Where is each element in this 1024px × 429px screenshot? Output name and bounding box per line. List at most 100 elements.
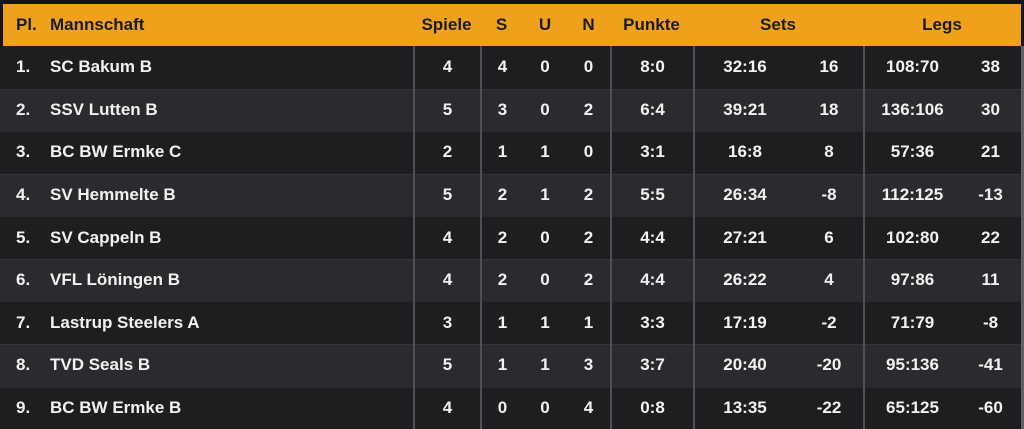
table-row[interactable]: 7. Lastrup Steelers A 3 1 1 1 3:3 17:19 … <box>0 301 1021 344</box>
table-row[interactable]: 3. BC BW Ermke C 2 1 1 0 3:1 16:8 8 57:3… <box>0 131 1021 174</box>
cell-team-name: TVD Seals B <box>50 355 151 375</box>
cell-wins: 2 <box>480 258 523 302</box>
cell-legs-diff: 30 <box>981 99 1000 119</box>
cell-position: 8. <box>16 355 31 375</box>
cell-position: 5. <box>16 227 31 247</box>
cell-team-name: SSV Lutten B <box>50 99 158 119</box>
cell-draws: 0 <box>540 270 550 290</box>
cell-sets-ratio: 16:8 <box>693 131 795 174</box>
header-wins: S <box>495 15 508 34</box>
cell-team-name: VFL Löningen B <box>50 270 181 290</box>
cell-sets-diff: -8 <box>821 184 837 204</box>
cell-team-name: BC BW Ermke B <box>50 397 182 417</box>
cell-sets-diff: -2 <box>821 312 837 332</box>
cell-position: 6. <box>16 270 31 290</box>
table-row[interactable]: 4. SV Hemmelte B 5 2 1 2 5:5 26:34 -8 11… <box>0 173 1021 217</box>
cell-draws: 0 <box>540 99 550 119</box>
cell-games: 4 <box>413 46 480 89</box>
cell-losses: 0 <box>583 57 594 77</box>
cell-games: 2 <box>413 131 480 174</box>
cell-position: 9. <box>16 397 31 417</box>
cell-losses: 2 <box>583 99 594 119</box>
table-row[interactable]: 8. TVD Seals B 5 1 1 3 3:7 20:40 -20 95:… <box>0 343 1021 387</box>
cell-draws: 0 <box>540 57 550 77</box>
cell-legs-diff: 38 <box>981 57 1000 77</box>
cell-sets-ratio: 20:40 <box>693 343 795 387</box>
header-draws: U <box>538 15 552 34</box>
cell-points: 5:5 <box>610 173 693 217</box>
table-row[interactable]: 5. SV Cappeln B 4 2 0 2 4:4 27:21 6 102:… <box>0 216 1021 259</box>
cell-team-name: Lastrup Steelers A <box>50 312 200 332</box>
cell-sets-diff: 18 <box>819 99 839 119</box>
cell-team-name: BC BW Ermke C <box>50 142 182 162</box>
cell-position: 7. <box>16 312 31 332</box>
cell-legs-diff: 11 <box>981 270 1000 290</box>
table-row[interactable]: 9. BC BW Ermke B 4 0 0 4 0:8 13:35 -22 6… <box>0 386 1021 429</box>
cell-draws: 0 <box>540 227 550 247</box>
cell-legs-ratio: 108:70 <box>863 46 960 89</box>
cell-sets-diff: 16 <box>819 57 839 77</box>
cell-games: 3 <box>413 301 480 344</box>
table-body: 1. SC Bakum B 4 4 0 0 8:0 32:16 16 108:7… <box>0 46 1024 429</box>
cell-sets-ratio: 17:19 <box>693 301 795 344</box>
cell-team-name: SC Bakum B <box>50 57 153 77</box>
cell-losses: 2 <box>583 227 594 247</box>
cell-legs-ratio: 65:125 <box>863 386 960 429</box>
cell-points: 4:4 <box>610 258 693 302</box>
cell-wins: 3 <box>480 88 523 132</box>
cell-losses: 4 <box>583 397 594 417</box>
cell-team-name: SV Hemmelte B <box>50 184 176 204</box>
cell-sets-diff: -20 <box>816 355 842 375</box>
cell-legs-ratio: 102:80 <box>863 216 960 259</box>
cell-sets-diff: -22 <box>816 397 842 417</box>
cell-legs-ratio: 95:136 <box>863 343 960 387</box>
cell-sets-diff: 4 <box>824 270 834 290</box>
table-row[interactable]: 2. SSV Lutten B 5 3 0 2 6:4 39:21 18 136… <box>0 88 1021 132</box>
cell-points: 3:1 <box>610 131 693 174</box>
table-row[interactable]: 1. SC Bakum B 4 4 0 0 8:0 32:16 16 108:7… <box>0 46 1021 89</box>
cell-wins: 1 <box>480 131 523 174</box>
cell-sets-ratio: 32:16 <box>693 46 795 89</box>
table-row[interactable]: 6. VFL Löningen B 4 2 0 2 4:4 26:22 4 97… <box>0 258 1021 302</box>
cell-legs-ratio: 57:36 <box>863 131 960 174</box>
cell-legs-ratio: 136:106 <box>863 88 960 132</box>
cell-games: 5 <box>413 88 480 132</box>
cell-losses: 0 <box>583 142 594 162</box>
table-header-row: Pl. Mannschaft Spiele S U N Punkte Sets … <box>3 4 1021 46</box>
cell-wins: 2 <box>480 173 523 217</box>
cell-legs-ratio: 71:79 <box>863 301 960 344</box>
cell-legs-diff: -41 <box>978 355 1003 375</box>
header-sets: Sets <box>760 15 796 34</box>
cell-points: 0:8 <box>610 386 693 429</box>
cell-draws: 1 <box>540 355 550 375</box>
cell-games: 4 <box>413 216 480 259</box>
cell-games: 4 <box>413 258 480 302</box>
cell-legs-diff: 21 <box>981 142 1000 162</box>
cell-sets-ratio: 27:21 <box>693 216 795 259</box>
header-losses: N <box>582 15 595 34</box>
cell-legs-ratio: 97:86 <box>863 258 960 302</box>
cell-points: 3:7 <box>610 343 693 387</box>
cell-legs-diff: 22 <box>981 227 1000 247</box>
cell-draws: 1 <box>540 142 550 162</box>
cell-wins: 4 <box>480 46 523 89</box>
cell-sets-ratio: 26:34 <box>693 173 795 217</box>
cell-sets-ratio: 39:21 <box>693 88 795 132</box>
cell-position: 4. <box>16 184 31 204</box>
cell-sets-ratio: 13:35 <box>693 386 795 429</box>
cell-losses: 2 <box>583 184 594 204</box>
cell-games: 5 <box>413 173 480 217</box>
cell-sets-ratio: 26:22 <box>693 258 795 302</box>
cell-draws: 1 <box>540 184 550 204</box>
cell-draws: 0 <box>540 397 550 417</box>
cell-wins: 1 <box>480 343 523 387</box>
header-games: Spiele <box>421 15 472 34</box>
header-position: Pl. <box>16 15 37 34</box>
header-points: Punkte <box>623 15 680 34</box>
cell-legs-diff: -60 <box>978 397 1003 417</box>
cell-legs-diff: -8 <box>982 312 999 332</box>
header-legs: Legs <box>922 15 962 34</box>
cell-losses: 1 <box>583 312 594 332</box>
header-team: Mannschaft <box>50 15 145 34</box>
